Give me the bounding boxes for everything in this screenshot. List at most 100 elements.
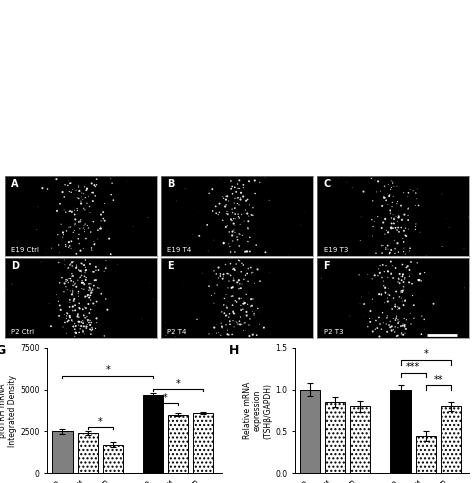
Point — [193, 315, 201, 323]
Point — [79, 319, 87, 327]
Point — [224, 327, 231, 334]
Point — [62, 241, 70, 248]
Point — [406, 247, 413, 255]
Point — [394, 332, 401, 340]
Point — [59, 233, 66, 241]
Point — [256, 309, 264, 316]
Point — [64, 182, 72, 189]
Point — [55, 249, 63, 256]
Point — [241, 319, 249, 327]
Point — [244, 210, 251, 217]
Point — [67, 260, 74, 268]
Point — [416, 228, 424, 236]
Point — [82, 266, 90, 274]
Point — [238, 211, 246, 218]
Point — [100, 268, 108, 275]
Point — [170, 281, 178, 289]
Point — [83, 317, 91, 325]
Point — [234, 199, 241, 207]
Point — [76, 225, 83, 232]
Point — [244, 300, 251, 308]
Point — [73, 207, 81, 214]
Point — [395, 304, 403, 312]
Point — [68, 316, 75, 324]
Point — [71, 332, 79, 340]
Point — [72, 280, 79, 287]
Point — [248, 308, 256, 315]
Point — [250, 311, 258, 319]
Point — [87, 289, 94, 297]
Point — [77, 216, 84, 224]
Point — [62, 283, 70, 291]
Point — [84, 316, 91, 324]
Point — [233, 319, 241, 327]
Point — [90, 238, 98, 245]
Point — [388, 203, 396, 211]
Point — [79, 196, 87, 203]
Point — [88, 244, 95, 252]
Text: F: F — [324, 261, 330, 271]
Point — [77, 193, 85, 201]
Bar — [103, 445, 123, 473]
Point — [71, 227, 78, 234]
Point — [61, 280, 68, 287]
Point — [382, 215, 389, 223]
Point — [77, 218, 84, 226]
Point — [396, 270, 403, 278]
Point — [89, 326, 96, 333]
Point — [86, 291, 94, 299]
Point — [70, 297, 77, 305]
Point — [210, 236, 218, 244]
Point — [68, 291, 76, 298]
Point — [82, 276, 90, 284]
Point — [399, 273, 406, 281]
Point — [93, 319, 100, 327]
Point — [67, 244, 75, 252]
Point — [91, 192, 99, 200]
Point — [379, 242, 387, 249]
Point — [173, 197, 180, 205]
Point — [228, 330, 236, 338]
Point — [72, 307, 79, 314]
Point — [374, 272, 382, 280]
Point — [390, 294, 397, 302]
Point — [97, 225, 105, 232]
Point — [80, 323, 88, 330]
Point — [220, 273, 228, 281]
Point — [237, 306, 245, 313]
Text: E19 T3: E19 T3 — [324, 247, 348, 253]
Point — [397, 288, 405, 296]
Point — [85, 286, 93, 294]
Point — [37, 258, 45, 266]
Point — [231, 184, 238, 191]
Point — [237, 196, 244, 203]
Point — [249, 256, 257, 264]
Point — [73, 313, 81, 320]
Point — [378, 224, 385, 232]
Point — [219, 193, 227, 201]
Point — [77, 199, 85, 207]
Point — [418, 330, 425, 338]
Point — [249, 331, 256, 339]
Point — [416, 270, 424, 278]
Point — [64, 279, 72, 286]
Point — [146, 279, 154, 286]
Point — [369, 223, 377, 230]
Point — [71, 221, 79, 229]
Point — [81, 272, 88, 280]
Point — [223, 302, 230, 310]
Point — [248, 211, 255, 219]
Point — [70, 203, 78, 211]
Point — [66, 296, 73, 303]
Text: P2 T3: P2 T3 — [324, 329, 343, 335]
Point — [400, 238, 407, 246]
Point — [391, 328, 399, 336]
Point — [63, 278, 70, 285]
Point — [228, 284, 236, 292]
Text: C: C — [324, 179, 331, 189]
Point — [390, 220, 398, 227]
Point — [416, 276, 423, 284]
Text: E19 T4: E19 T4 — [167, 247, 191, 253]
Bar — [416, 436, 436, 473]
Point — [65, 243, 73, 251]
